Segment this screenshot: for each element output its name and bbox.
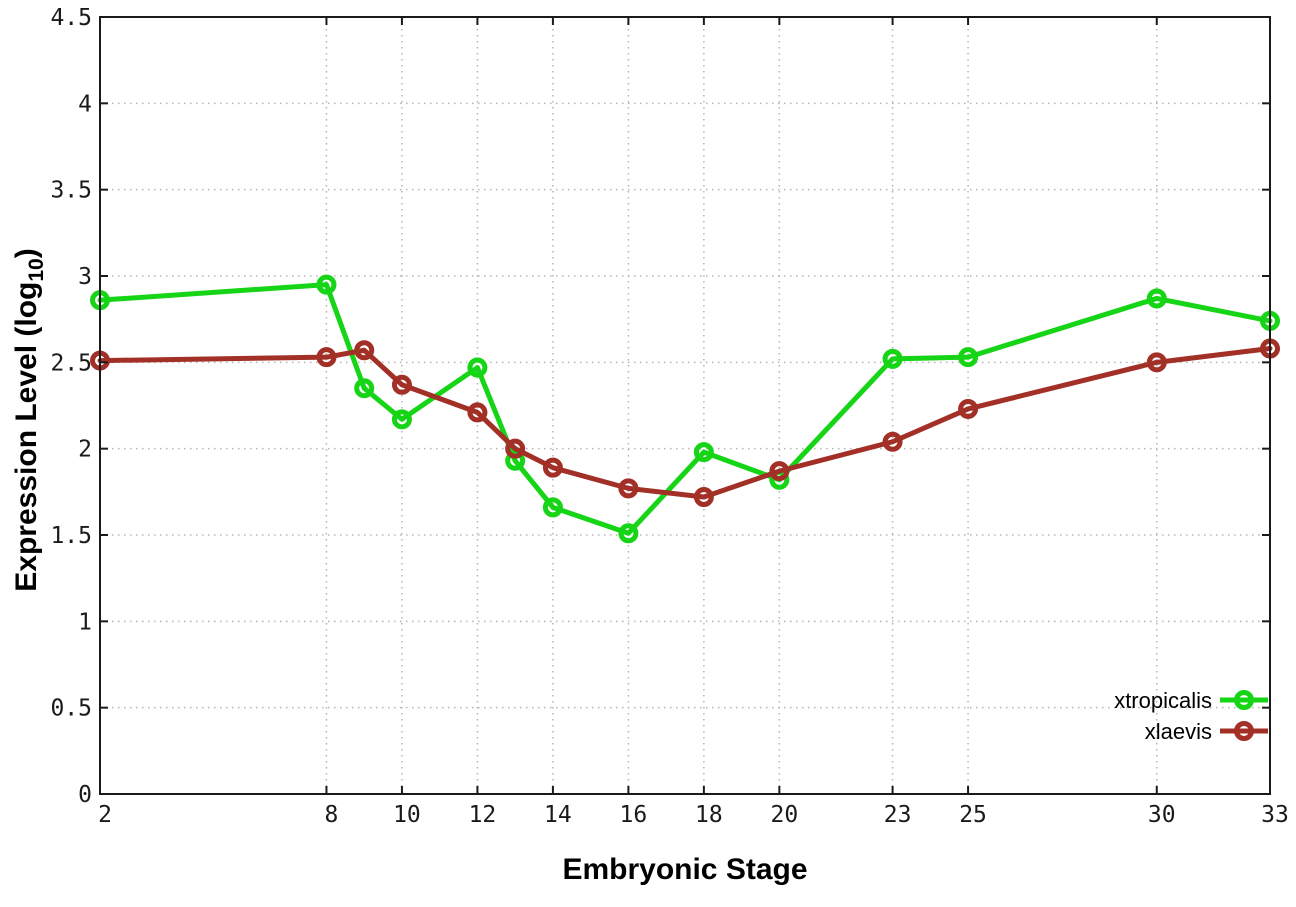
data-point-marker-xtropicalis [391, 409, 412, 430]
y-tick-label: 3 [78, 264, 92, 290]
y-axis-title-post: ) [10, 248, 43, 258]
legend-item-xlaevis: xlaevis [1145, 719, 1268, 744]
x-tick-label: 12 [469, 802, 497, 828]
x-tick-label: 18 [695, 802, 723, 828]
legend-label-xlaevis: xlaevis [1145, 719, 1212, 744]
data-point-marker-xtropicalis [354, 378, 375, 399]
data-point-marker-xtropicalis [467, 357, 488, 378]
y-tick-label: 1 [78, 609, 92, 635]
xtropicalis-marker-icon [1234, 690, 1254, 710]
legend: xtropicalis xlaevis [1114, 688, 1268, 744]
y-tick-label: 1.5 [50, 523, 92, 549]
data-point-marker-xlaevis [769, 461, 790, 482]
data-point-marker-xlaevis [542, 457, 563, 478]
y-tick-label: 0.5 [50, 696, 92, 722]
x-tick-label: 16 [620, 802, 648, 828]
tick-layer [99, 16, 1271, 795]
data-point-marker-xlaevis [316, 347, 337, 368]
data-point-marker-xtropicalis [1146, 288, 1167, 309]
legend-label-xtropicalis: xtropicalis [1114, 688, 1212, 713]
data-point-marker-xlaevis [467, 402, 488, 423]
y-tick-label: 4 [78, 91, 92, 117]
tick-label-layer: 2 8 10 12 14 16 18 20 23 25 30 33 0 0.5 1 1.5 2 2.5 3 3.5 4 4… [50, 5, 1288, 828]
x-axis-title: Embryonic Stage [562, 853, 807, 886]
y-axis-title: Expression Level (log10) [10, 248, 48, 591]
y-tick-label: 4.5 [50, 5, 92, 31]
y-tick-label: 0 [78, 782, 92, 808]
x-tick-label: 33 [1261, 802, 1289, 828]
plot-border [99, 16, 1271, 795]
data-point-marker-xlaevis [618, 478, 639, 499]
data-point-marker-xtropicalis [316, 274, 337, 295]
data-point-marker-xlaevis [693, 487, 714, 508]
data-point-marker-xlaevis [1146, 352, 1167, 373]
series-layer [90, 274, 1280, 544]
data-point-marker-xtropicalis [505, 450, 526, 471]
data-point-marker-xtropicalis [882, 348, 903, 369]
y-axis-title-pre: Expression Level (log [10, 282, 43, 592]
x-tick-label: 20 [771, 802, 799, 828]
legend-item-xtropicalis: xtropicalis [1114, 688, 1268, 713]
y-tick-label: 2 [78, 437, 92, 463]
x-tick-label: 30 [1148, 802, 1176, 828]
xlaevis-marker-icon [1234, 721, 1254, 741]
x-tick-label: 23 [884, 802, 912, 828]
svg-text:Expression Level (log10): Expression Level (log10) [10, 248, 48, 591]
data-point-marker-xtropicalis [958, 347, 979, 368]
data-point-marker-xlaevis [505, 438, 526, 459]
x-tick-label: 25 [959, 802, 987, 828]
x-tick-label: 10 [393, 802, 421, 828]
y-tick-label: 3.5 [50, 178, 92, 204]
data-point-marker-xlaevis [958, 398, 979, 419]
data-point-marker-xlaevis [391, 374, 412, 395]
data-point-marker-xtropicalis [542, 497, 563, 518]
y-tick-label: 2.5 [50, 350, 92, 376]
y-axis-title-subscript: 10 [25, 258, 48, 281]
x-tick-label: 2 [98, 802, 112, 828]
data-point-marker-xtropicalis [618, 523, 639, 544]
x-tick-label: 14 [544, 802, 572, 828]
x-tick-label: 8 [325, 802, 339, 828]
grid-layer [100, 17, 1270, 794]
data-point-marker-xlaevis [882, 431, 903, 452]
data-point-marker-xtropicalis [693, 442, 714, 463]
data-point-marker-xlaevis [354, 340, 375, 361]
